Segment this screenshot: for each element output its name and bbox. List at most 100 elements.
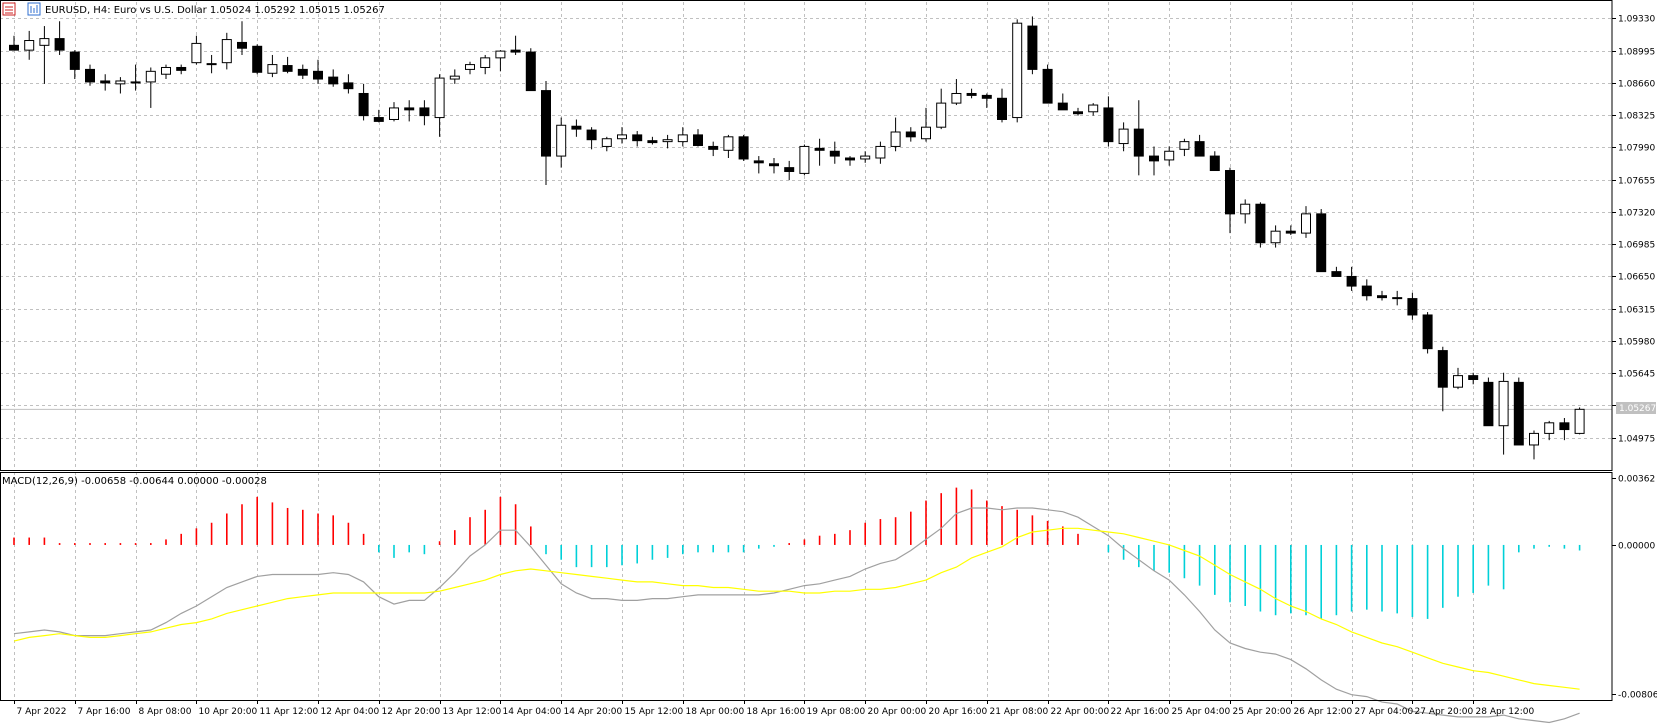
candle (176, 64, 187, 75)
price-tick-label: 1.08660 (1618, 80, 1655, 90)
candle-body-bear (1559, 422, 1570, 431)
current-price-label: 1.05267 (1619, 404, 1656, 414)
candle (1285, 225, 1296, 236)
time-tick-label: 20 Apr 00:00 (868, 707, 927, 717)
candle-body-bull (221, 39, 232, 64)
time-tick-label: 15 Apr 12:00 (625, 707, 684, 717)
candle-body-bear (1361, 285, 1372, 297)
candle-body-bear (1407, 298, 1418, 316)
macd-indicator[interactable] (13, 487, 1581, 724)
candle-body-bull (921, 126, 931, 140)
candle (1042, 64, 1053, 104)
candle-body-bear (997, 97, 1007, 120)
candle (434, 74, 445, 137)
candle (1574, 407, 1585, 435)
candle-body-bull (723, 136, 734, 151)
time-tick-label: 27 Apr 20:00 (1415, 707, 1474, 717)
candle-body-bear (1331, 271, 1342, 277)
candle (419, 100, 430, 126)
candle (829, 141, 840, 164)
candle (373, 109, 384, 123)
candle (693, 129, 703, 147)
candle (1118, 122, 1129, 152)
candle (1270, 225, 1281, 248)
candle (1133, 100, 1144, 176)
candle (586, 127, 597, 150)
candle-body-bull (1164, 150, 1175, 161)
candle-body-bear (753, 160, 764, 164)
candle (814, 138, 825, 166)
time-tick-label: 27 Apr 04:00 (1355, 707, 1414, 717)
chart-title: EURUSD, H4: Euro vs U.S. Dollar 1.05024 … (45, 5, 385, 16)
candle (404, 100, 415, 122)
candle (769, 158, 779, 174)
candle-body-bear (693, 134, 703, 146)
grid (0, 2, 1612, 700)
candle (358, 83, 369, 121)
candle-body-bear (1285, 230, 1296, 234)
candle-body-bull (389, 107, 399, 120)
candle (1073, 107, 1083, 116)
price-candles[interactable] (0, 16, 1612, 460)
candle-body-bear (708, 145, 719, 150)
time-tick-label: 25 Apr 20:00 (1233, 707, 1292, 717)
candle-body-bull (39, 38, 50, 46)
time-tick-label: 26 Apr 12:00 (1294, 707, 1353, 717)
candle-body-bull (1270, 230, 1281, 244)
candle (206, 54, 217, 74)
candle-body-bear (1513, 381, 1524, 446)
candle (997, 88, 1007, 123)
candle (921, 107, 931, 142)
candle (632, 131, 643, 147)
macd-tick-label: -0.00806 (1618, 691, 1657, 701)
candle-body-bear (54, 38, 65, 51)
candle (677, 127, 688, 147)
candle (24, 30, 35, 60)
candle (951, 79, 962, 106)
price-tick-label: 1.08325 (1618, 112, 1655, 122)
candle-body-bear (1133, 128, 1144, 157)
candle-body-bull (267, 64, 278, 74)
candle (799, 144, 810, 176)
candle-body-bear (237, 41, 247, 49)
candle (647, 136, 658, 145)
candle (130, 64, 141, 91)
candle (1255, 202, 1266, 248)
candle (161, 64, 171, 80)
time-tick-label: 18 Apr 16:00 (747, 707, 806, 717)
candle-body-bear (1027, 25, 1038, 70)
chart-symbol-icon[interactable] (27, 2, 41, 16)
candle (1422, 312, 1433, 354)
candle-body-bull (130, 81, 141, 84)
candle-body-bear (632, 134, 643, 142)
candle-body-bull (145, 70, 156, 83)
candle (328, 69, 339, 87)
candle-body-bear (1149, 155, 1159, 162)
candle (480, 54, 491, 75)
candle-body-bear (1346, 275, 1357, 287)
candle (145, 67, 156, 108)
candle (1544, 420, 1555, 441)
candle (267, 54, 278, 78)
candle-body-bear (1255, 203, 1266, 244)
candle-body-bear (297, 68, 308, 76)
candle (571, 119, 582, 137)
candle (1529, 430, 1539, 460)
candle-body-bear (313, 70, 323, 80)
candle (313, 59, 323, 84)
candle-body-bear (1194, 141, 1205, 157)
time-tick-label: 7 Apr 2022 (17, 707, 67, 717)
candle (1392, 290, 1403, 306)
candle-body-bear (404, 107, 415, 111)
candle-body-bear (358, 92, 369, 117)
candle (237, 21, 247, 55)
candle-body-bull (1574, 408, 1585, 434)
macd-pane-frame (0, 472, 1613, 701)
candle (890, 117, 901, 152)
candle (1316, 209, 1327, 273)
chart-menu-icon[interactable] (2, 2, 16, 16)
candle-body-bear (419, 107, 430, 117)
